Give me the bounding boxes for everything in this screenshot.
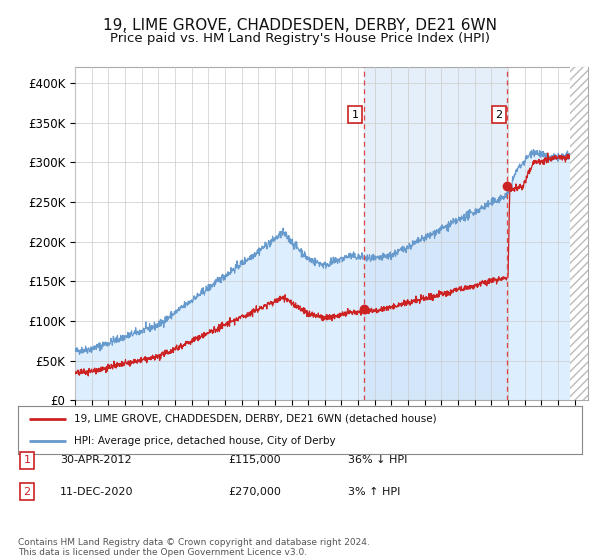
Text: 2: 2 (496, 110, 502, 120)
Bar (364, 67, 507, 400)
Text: £270,000: £270,000 (228, 487, 281, 497)
Bar (569, 67, 595, 400)
Text: 3% ↑ HPI: 3% ↑ HPI (348, 487, 400, 497)
Text: 11-DEC-2020: 11-DEC-2020 (60, 487, 133, 497)
Text: Contains HM Land Registry data © Crown copyright and database right 2024.
This d: Contains HM Land Registry data © Crown c… (18, 538, 370, 557)
Text: 2: 2 (23, 487, 31, 497)
Text: 1: 1 (23, 455, 31, 465)
Text: HPI: Average price, detached house, City of Derby: HPI: Average price, detached house, City… (74, 436, 336, 446)
Text: 30-APR-2012: 30-APR-2012 (60, 455, 131, 465)
Text: 19, LIME GROVE, CHADDESDEN, DERBY, DE21 6WN (detached house): 19, LIME GROVE, CHADDESDEN, DERBY, DE21 … (74, 414, 437, 424)
Text: 19, LIME GROVE, CHADDESDEN, DERBY, DE21 6WN: 19, LIME GROVE, CHADDESDEN, DERBY, DE21 … (103, 18, 497, 33)
Text: Price paid vs. HM Land Registry's House Price Index (HPI): Price paid vs. HM Land Registry's House … (110, 32, 490, 45)
Text: 1: 1 (352, 110, 359, 120)
Text: £115,000: £115,000 (228, 455, 281, 465)
Text: 36% ↓ HPI: 36% ↓ HPI (348, 455, 407, 465)
